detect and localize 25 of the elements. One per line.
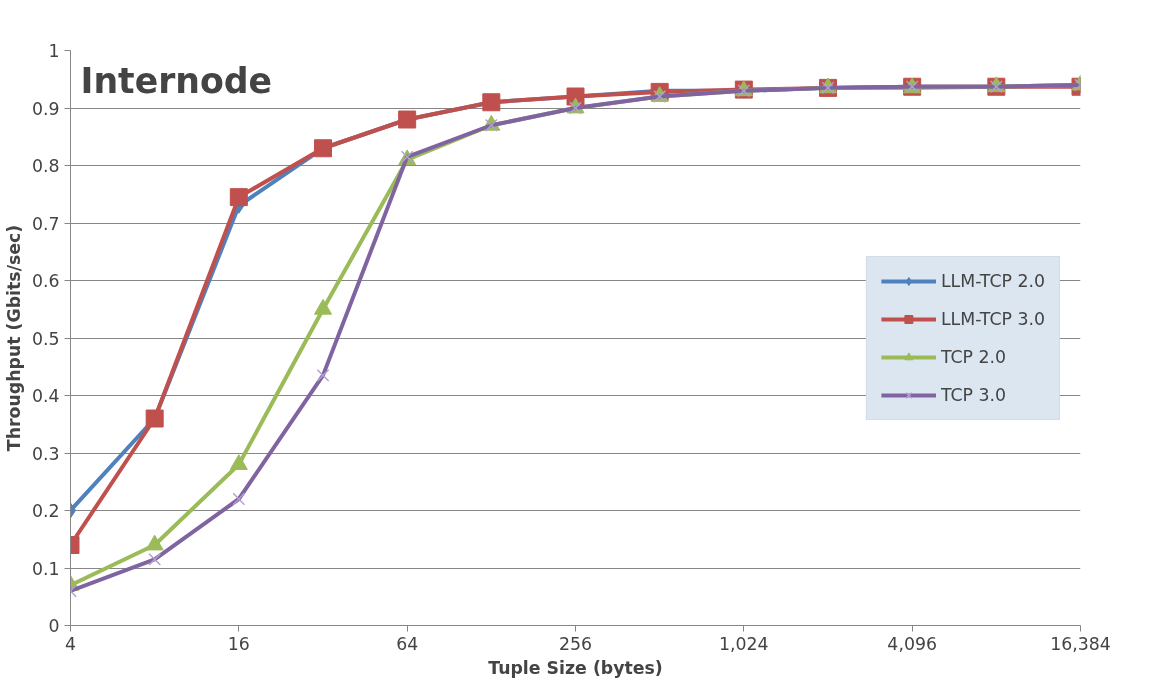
x-tick-label: 64: [396, 633, 419, 654]
y-tick-label: 0: [48, 616, 60, 636]
y-tick-label: 1: [48, 41, 60, 61]
legend-label: LLM-TCP 3.0: [940, 308, 1045, 329]
x-tick-label: 256: [558, 633, 593, 654]
y-tick-label: 0.5: [31, 328, 60, 349]
x-tick-label: 1,024: [719, 633, 769, 654]
x-tick-label: 4: [64, 633, 77, 654]
y-tick-label: 0.6: [31, 271, 60, 291]
y-tick-label: 0.1: [31, 558, 60, 579]
legend-label: LLM-TCP 2.0: [940, 270, 1045, 291]
legend-label: TCP 2.0: [940, 346, 1007, 367]
x-tick-label: 4,096: [887, 633, 937, 654]
y-tick-label: 0.3: [31, 443, 60, 464]
y-tick-label: 0.8: [31, 156, 60, 176]
y-tick-label: 0.7: [31, 213, 60, 234]
y-tick-label: 0.4: [31, 386, 60, 406]
annotation: Internode: [80, 60, 273, 101]
legend-label: TCP 3.0: [940, 384, 1007, 405]
x-axis-title: Tuple Size (bytes): [488, 657, 663, 678]
y-tick-label: 0.9: [31, 98, 60, 119]
y-axis-title: Throughput (Gbits/sec): [3, 224, 24, 452]
x-tick-label: 16: [227, 633, 250, 654]
x-tick-label: 16,384: [1050, 633, 1111, 654]
y-tick-label: 0.2: [31, 501, 60, 521]
